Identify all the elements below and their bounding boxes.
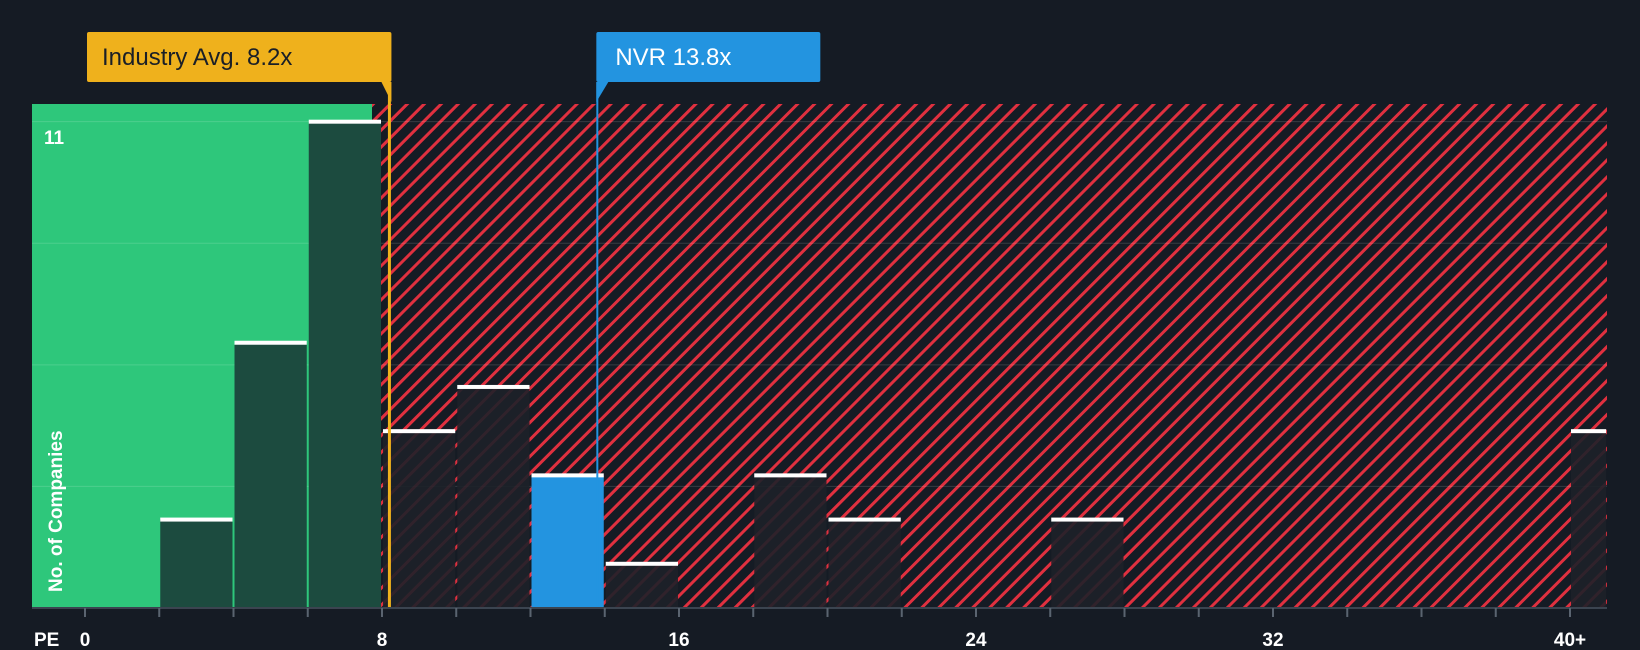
x-axis-title: PE	[34, 630, 59, 650]
histogram-bar	[1051, 519, 1124, 608]
y-axis-title: No. of Companies	[46, 430, 67, 592]
company-label: NVR 13.8x	[615, 44, 731, 71]
histogram-bar	[308, 121, 381, 609]
bar-cap	[160, 517, 233, 522]
bar-cap	[457, 384, 530, 389]
bar-cap	[1571, 429, 1607, 434]
histogram-bar	[531, 475, 604, 608]
bar-cap	[383, 429, 456, 434]
x-tick-label: 40+	[1554, 630, 1586, 650]
bar-cap	[234, 340, 307, 345]
x-tick-label: 16	[668, 630, 689, 650]
histogram-bar	[234, 342, 307, 608]
histogram-bar	[457, 386, 530, 608]
bar-cap	[828, 517, 901, 522]
bar-cap	[605, 561, 678, 566]
company-callout-pointer	[596, 82, 609, 102]
industry-avg-callout	[87, 32, 392, 82]
x-tick-label: 32	[1262, 630, 1283, 650]
bar-cap	[1051, 517, 1124, 522]
x-tick-label: 8	[377, 630, 388, 650]
histogram-bar	[605, 563, 678, 608]
x-tick-label: 24	[965, 630, 987, 650]
y-max-label: 11	[44, 128, 65, 149]
bar-cap	[754, 473, 827, 478]
histogram-bar	[828, 519, 901, 608]
histogram-bar	[754, 475, 827, 608]
bar-cap	[531, 473, 604, 478]
bar-cap	[308, 119, 381, 124]
company-callout	[596, 32, 821, 82]
x-tick-label: 0	[80, 630, 91, 650]
industry-avg-label: Industry Avg. 8.2x	[102, 44, 292, 71]
histogram-bar	[1571, 431, 1607, 608]
histogram-bar	[383, 431, 456, 608]
histogram-bar	[160, 519, 233, 608]
industry-avg-callout-pointer	[381, 82, 392, 102]
